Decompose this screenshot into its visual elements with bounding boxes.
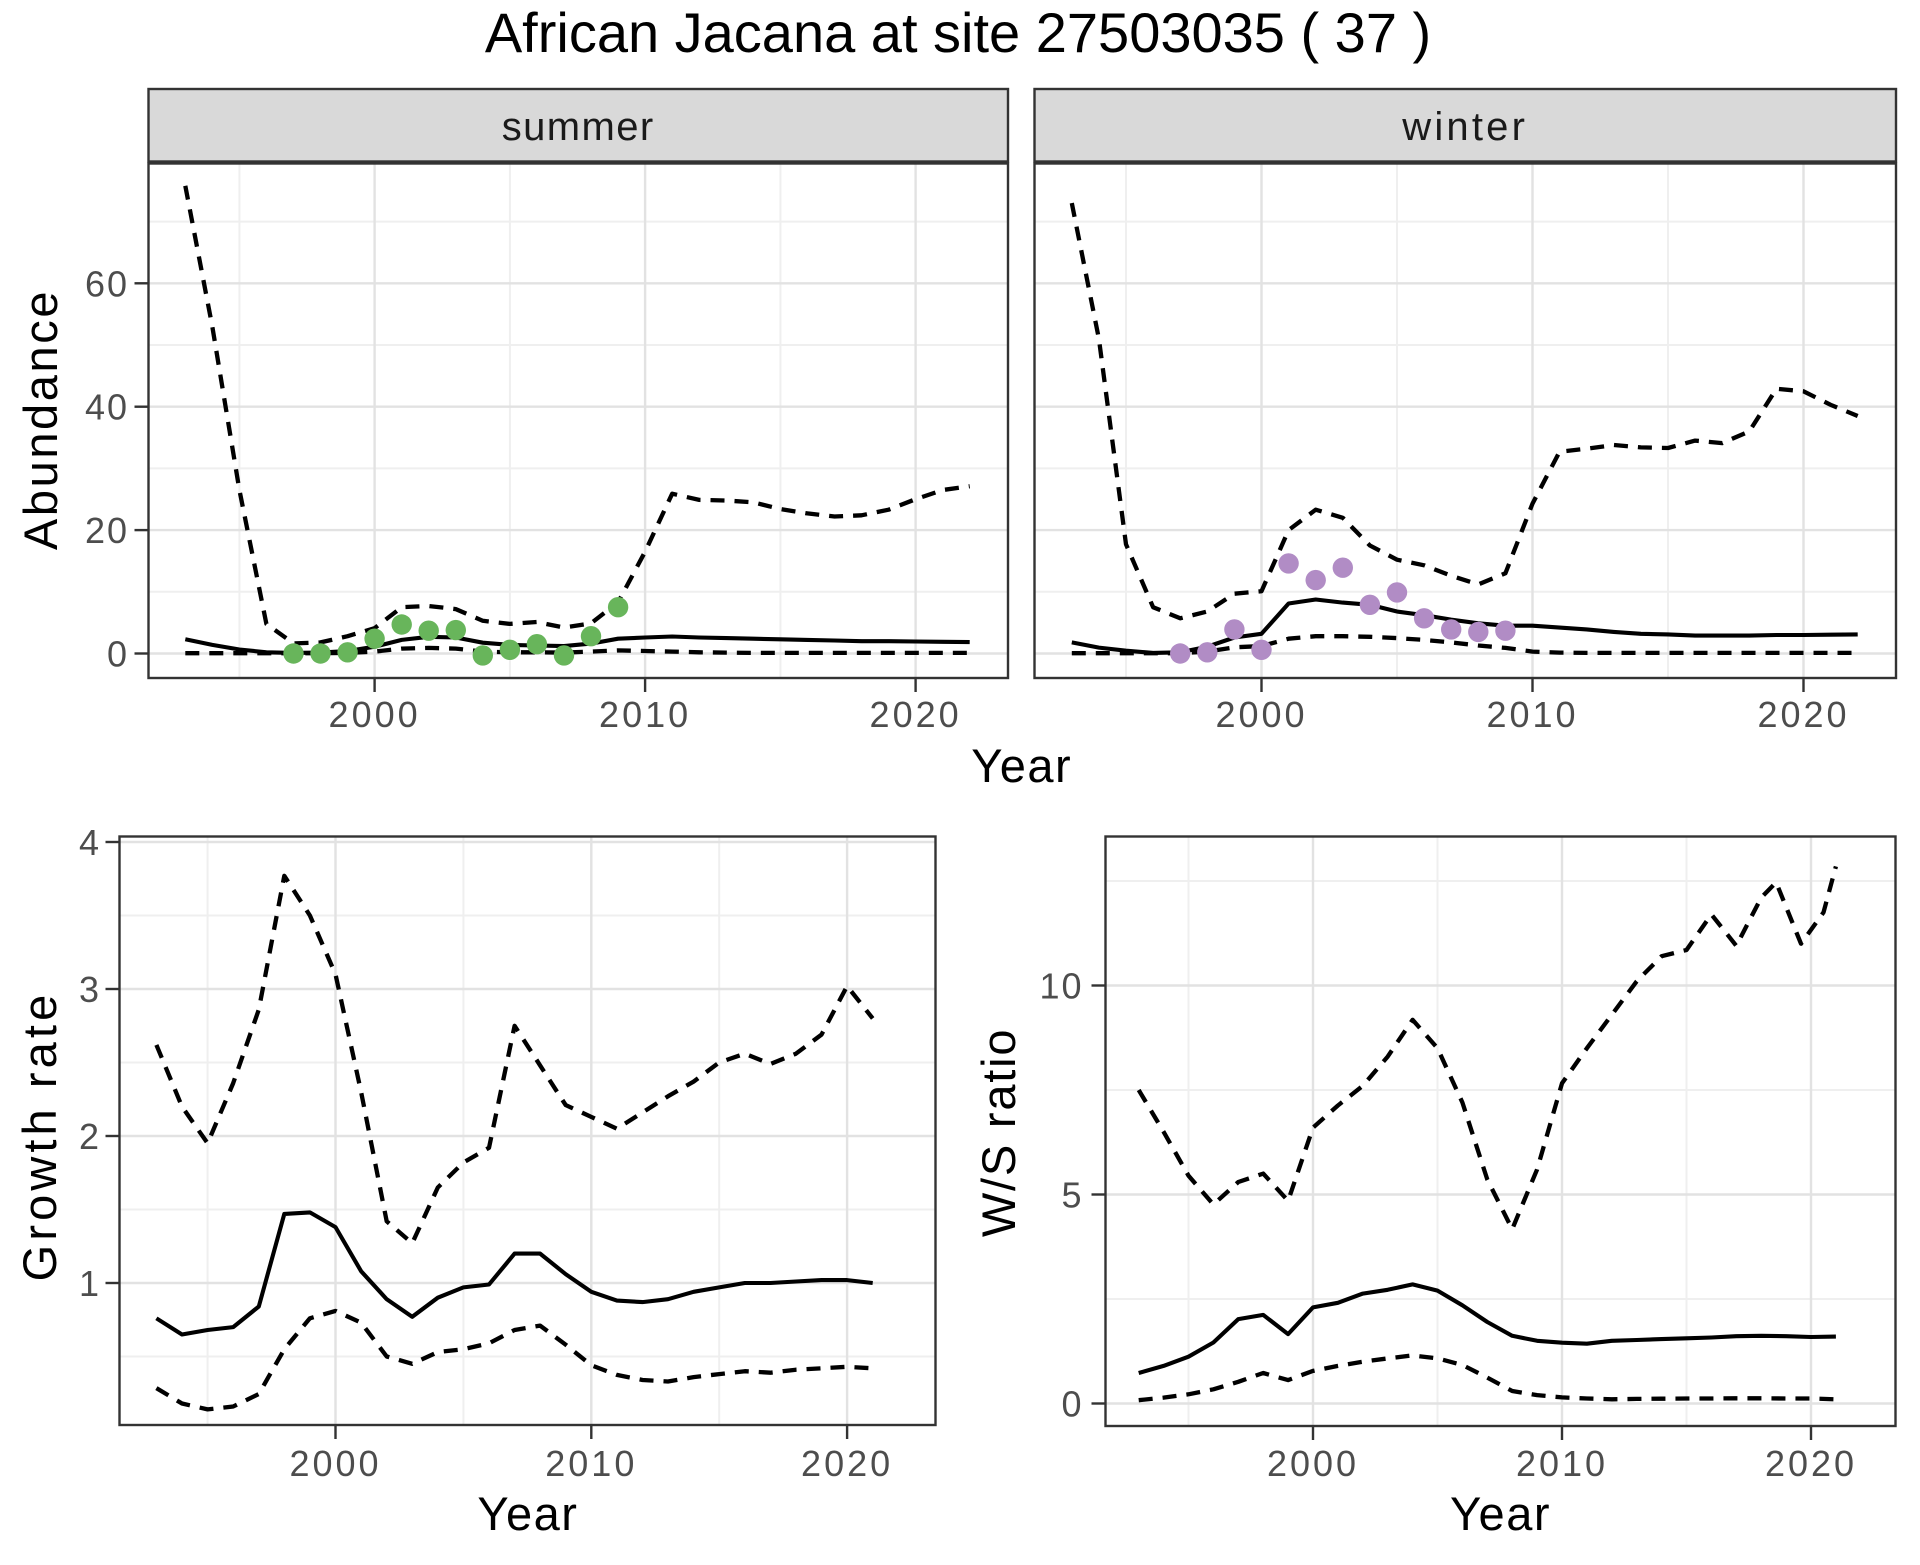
svg-text:W/S ratio: W/S ratio — [972, 1028, 1025, 1237]
svg-text:40: 40 — [85, 387, 129, 428]
svg-text:2000: 2000 — [289, 1443, 381, 1484]
svg-text:60: 60 — [85, 263, 129, 304]
svg-text:2020: 2020 — [1765, 1443, 1857, 1484]
svg-text:1: 1 — [79, 1263, 99, 1304]
svg-text:2010: 2010 — [1486, 694, 1578, 735]
svg-text:2000: 2000 — [329, 694, 421, 735]
svg-text:2000: 2000 — [1267, 1443, 1359, 1484]
svg-text:Year: Year — [1450, 1487, 1551, 1540]
svg-text:Year: Year — [477, 1487, 578, 1540]
svg-text:5: 5 — [1061, 1175, 1083, 1216]
svg-text:2010: 2010 — [545, 1443, 637, 1484]
svg-text:summer: summer — [502, 105, 655, 149]
svg-text:20: 20 — [85, 510, 129, 551]
svg-text:African Jacana at site 2750303: African Jacana at site 27503035 ( 37 ) — [485, 1, 1431, 64]
svg-text:3: 3 — [79, 969, 99, 1010]
svg-text:Year: Year — [971, 739, 1072, 792]
svg-text:0: 0 — [107, 634, 129, 675]
svg-text:winter: winter — [1401, 105, 1528, 149]
svg-text:2000: 2000 — [1215, 694, 1307, 735]
svg-text:Growth rate: Growth rate — [13, 991, 66, 1282]
svg-text:2020: 2020 — [870, 694, 962, 735]
svg-text:4: 4 — [79, 822, 99, 863]
svg-text:Abundance: Abundance — [14, 289, 67, 550]
svg-text:0: 0 — [1061, 1384, 1083, 1425]
svg-text:2020: 2020 — [1757, 694, 1849, 735]
svg-text:2010: 2010 — [599, 694, 691, 735]
svg-text:10: 10 — [1039, 966, 1083, 1007]
svg-text:2010: 2010 — [1516, 1443, 1608, 1484]
svg-text:2020: 2020 — [801, 1443, 893, 1484]
svg-text:2: 2 — [79, 1116, 99, 1157]
